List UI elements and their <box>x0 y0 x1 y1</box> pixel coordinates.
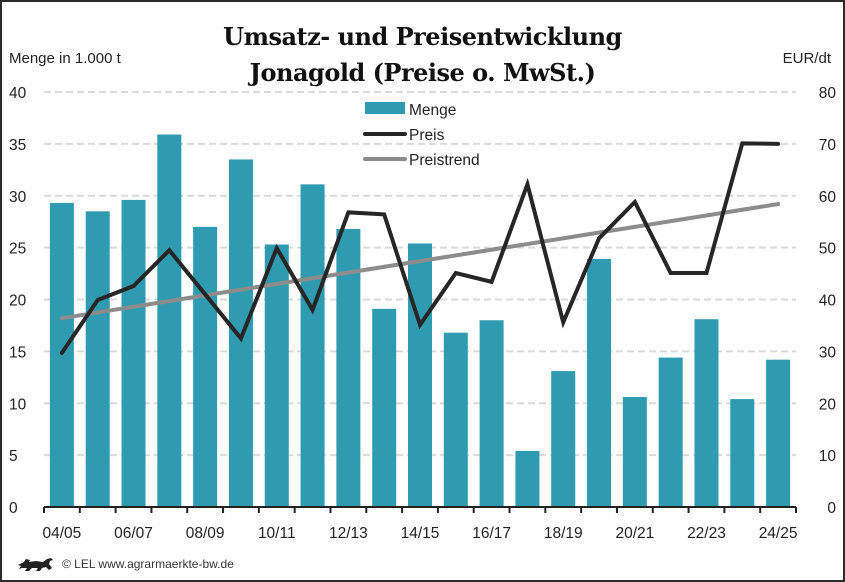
bar-menge-15-16 <box>443 332 468 507</box>
bar-menge-22-23 <box>694 319 719 507</box>
footer-text: © LEL www.agrarmaerkte-bw.de <box>62 557 234 571</box>
y-tick-label-right: 10 <box>819 448 837 465</box>
bar-menge-20-21 <box>622 397 647 507</box>
y-tick-label-left: 40 <box>9 85 27 102</box>
y-tick-label-left: 0 <box>9 500 18 517</box>
y-tick-label-right: 20 <box>819 396 837 413</box>
footer: © LEL www.agrarmaerkte-bw.de <box>16 556 234 572</box>
y-tick-label-right: 40 <box>819 293 837 310</box>
bar-menge-05-06 <box>85 211 110 507</box>
y-tick-label-left: 15 <box>9 344 26 361</box>
bar-menge-16-17 <box>479 320 504 507</box>
x-tick-label: 22/23 <box>687 525 726 542</box>
y-tick-label-right: 30 <box>819 344 837 361</box>
bar-menge-24-25 <box>766 359 791 507</box>
y-tick-label-right: 80 <box>819 85 837 102</box>
y-tick-label-right: 50 <box>819 241 837 258</box>
y-tick-label-right: 60 <box>819 189 837 206</box>
bar-menge-21-22 <box>658 357 683 507</box>
chart-title-line-2: Jonagold (Preise o. MwSt.) <box>249 58 596 87</box>
bar-menge-17-18 <box>515 450 540 507</box>
chart-title-line-1: Umsatz- und Preisentwicklung <box>223 22 622 51</box>
x-tick-label: 08/09 <box>186 525 225 542</box>
lion-logo-icon <box>18 558 53 571</box>
y-tick-label-left: 20 <box>9 293 27 310</box>
y-tick-label-left: 30 <box>9 189 27 206</box>
bar-menge-18-19 <box>551 371 576 507</box>
bar-menge-10-11 <box>264 244 289 507</box>
x-tick-label: 16/17 <box>472 525 511 542</box>
legend-swatch-menge <box>365 102 405 114</box>
x-tick-label: 18/19 <box>544 525 583 542</box>
y-tick-label-left: 5 <box>9 448 18 465</box>
y-axis-left-label: Menge in 1.000 t <box>9 50 121 67</box>
x-tick-label: 20/21 <box>615 525 654 542</box>
y-tick-label-left: 10 <box>9 396 27 413</box>
y-tick-label-right: 0 <box>827 500 836 517</box>
bar-menge-19-20 <box>587 259 612 507</box>
bar-menge-14-15 <box>408 243 432 507</box>
x-tick-label: 24/25 <box>759 525 798 542</box>
y-tick-label-right: 70 <box>819 137 837 154</box>
legend-label-menge: Menge <box>409 102 456 119</box>
bar-menge-04-05 <box>49 203 74 507</box>
bar-menge-23-24 <box>730 399 755 507</box>
x-tick-label: 04/05 <box>43 525 82 542</box>
bar-menge-07-08 <box>157 134 182 507</box>
bar-menge-13-14 <box>372 308 397 507</box>
y-tick-label-left: 25 <box>9 241 26 258</box>
x-tick-label: 12/13 <box>329 525 368 542</box>
bar-menge-11-12 <box>300 184 325 507</box>
y-axis-right-label: EUR/dt <box>782 50 831 67</box>
bar-menge-06-07 <box>121 199 146 507</box>
line-preistrend <box>59 202 781 321</box>
x-tick-label: 06/07 <box>114 525 153 542</box>
bar-menge-08-09 <box>193 226 218 507</box>
legend-label-preistrend: Preistrend <box>409 152 480 169</box>
x-tick-label: 14/15 <box>401 525 440 542</box>
y-tick-label-left: 35 <box>9 137 26 154</box>
x-tick-label: 10/11 <box>258 525 296 542</box>
legend-label-preis: Preis <box>409 127 445 144</box>
